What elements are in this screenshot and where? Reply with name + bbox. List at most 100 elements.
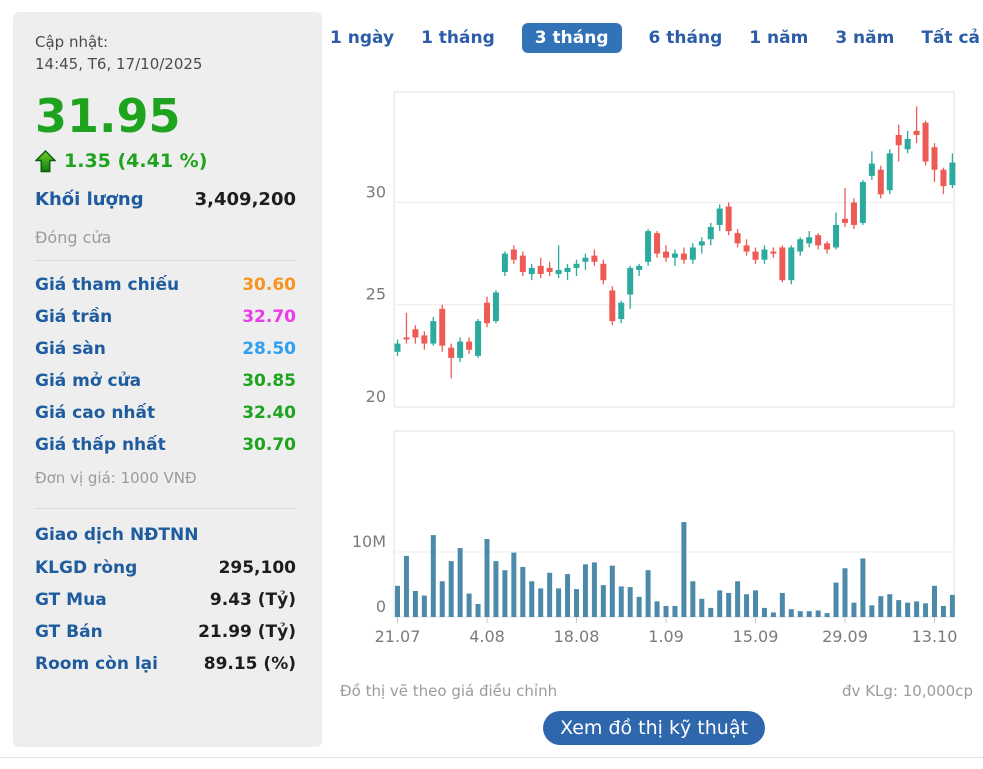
volume-bar <box>770 612 776 617</box>
volume-row: Khối lượng 3,409,200 <box>35 189 296 210</box>
price-ref-value: 30.70 <box>242 434 296 455</box>
candle-body <box>457 341 464 358</box>
volume-bar <box>538 588 544 617</box>
foreign-row: Room còn lại 89.15 (%) <box>35 652 296 676</box>
candle-body <box>833 224 840 248</box>
tab-1-tháng[interactable]: 1 tháng <box>421 28 495 48</box>
price-ref-value: 30.60 <box>242 274 296 295</box>
candle-body <box>430 321 437 344</box>
candle-body <box>949 162 956 186</box>
volume-bar <box>448 561 454 617</box>
price-volume-chart[interactable]: 30 25 20 10M 0 21.07 4.08 18.08 1.09 15.09 29.09 13… <box>330 60 983 660</box>
volume-bar <box>430 535 436 617</box>
x-axis-label: 1.09 <box>648 627 684 646</box>
volume-bar <box>663 605 669 617</box>
volume-bar <box>699 598 705 617</box>
x-axis-label: 13.10 <box>912 627 958 646</box>
candle-body <box>519 255 526 272</box>
volume-bar <box>949 594 955 617</box>
price-ref-label: Giá mở cửa <box>35 370 142 391</box>
x-axis-label: 18.08 <box>554 627 600 646</box>
candle-body <box>877 169 884 195</box>
foreign-value: 9.43 (Tỷ) <box>209 589 296 610</box>
volume-bar <box>672 605 678 617</box>
candle-body <box>913 130 920 135</box>
candle-body <box>797 239 804 252</box>
price-ref-label: Giá sàn <box>35 338 106 359</box>
volume-bar <box>565 574 571 617</box>
tab-1-năm[interactable]: 1 năm <box>749 28 809 48</box>
volume-bar <box>574 589 579 617</box>
volume-bar <box>395 585 400 617</box>
volume-bar <box>609 565 615 617</box>
volume-bar <box>439 581 445 617</box>
candle-body <box>734 233 741 244</box>
volume-bar <box>815 610 821 617</box>
candle-body <box>528 267 535 275</box>
volume-bar <box>475 604 481 617</box>
volume-bar <box>403 555 409 617</box>
volume-bar <box>520 566 526 617</box>
candle-body <box>922 122 929 162</box>
candle-body <box>555 269 562 275</box>
candle-body <box>421 335 428 344</box>
tab-3-năm[interactable]: 3 năm <box>835 28 895 48</box>
tab-6-tháng[interactable]: 6 tháng <box>648 28 723 48</box>
candle-body <box>645 231 652 262</box>
tab-3-tháng[interactable]: 3 tháng <box>521 23 622 53</box>
divider <box>35 259 296 261</box>
technical-chart-button[interactable]: Xem đồ thị kỹ thuật <box>543 711 765 745</box>
price-change-row: 1.35 (4.41 %) <box>35 149 296 173</box>
volume-bar <box>744 594 750 617</box>
price-ref-row: Giá trần 32.70 <box>35 305 296 329</box>
volume-bar <box>806 611 812 617</box>
foreign-label: GT Mua <box>35 589 107 610</box>
price-ref-value: 28.50 <box>242 338 296 359</box>
tab-tất-cả[interactable]: Tất cả <box>921 28 981 48</box>
volume-bar <box>797 611 803 617</box>
volume-bar <box>627 587 633 617</box>
x-axis-label: 29.09 <box>822 627 868 646</box>
volume-bar <box>681 522 687 617</box>
candle-body <box>788 247 795 281</box>
volume-bar <box>851 602 857 617</box>
price-ref-row: Giá thấp nhất 30.70 <box>35 433 296 457</box>
candle-body <box>466 341 473 350</box>
volume-bar <box>788 609 794 617</box>
candle-body <box>815 235 822 246</box>
price-ref-row: Giá cao nhất 32.40 <box>35 401 296 425</box>
foreign-value: 295,100 <box>218 557 296 578</box>
price-ref-value: 32.70 <box>242 306 296 327</box>
volume-axis-label: 0 <box>376 597 386 616</box>
volume-bar <box>591 562 597 617</box>
candle-body <box>886 153 893 191</box>
price-axis-label: 30 <box>366 182 386 201</box>
volume-bar <box>600 585 606 617</box>
candle-body <box>904 139 911 150</box>
candle-body <box>654 233 661 254</box>
volume-bar <box>932 585 937 617</box>
volume-bar <box>833 582 839 617</box>
candle-body <box>859 182 866 223</box>
x-axis-label: 15.09 <box>733 627 779 646</box>
foreign-label: Room còn lại <box>35 653 158 674</box>
volume-bar <box>860 558 866 617</box>
volume-bar <box>645 570 651 617</box>
tab-1-ngày[interactable]: 1 ngày <box>330 28 395 48</box>
candle-body <box>537 265 544 275</box>
candle-body <box>618 302 625 320</box>
candle-body <box>484 302 490 324</box>
price-ref-label: Giá thấp nhất <box>35 434 166 455</box>
price-ref-label: Giá tham chiếu <box>35 274 180 295</box>
volume-bar <box>636 596 642 617</box>
volume-bar <box>502 570 508 617</box>
volume-bar <box>735 581 741 617</box>
chart-footnote-left: Đồ thị vẽ theo giá điều chỉnh <box>340 682 558 700</box>
volume-bar <box>940 605 946 617</box>
timeframe-tabs: 1 ngày 1 tháng 3 tháng 6 tháng 1 năm 3 năm Tất… <box>330 22 983 54</box>
price-ref-value: 32.40 <box>242 402 296 423</box>
foreign-trading-table: KLGD ròng 295,100 GT Mua 9.43 (Tỷ) GT Bán 21.… <box>35 556 296 676</box>
volume-bar <box>582 564 588 617</box>
candle-body <box>582 257 589 262</box>
volume-label: Khối lượng <box>35 188 144 210</box>
